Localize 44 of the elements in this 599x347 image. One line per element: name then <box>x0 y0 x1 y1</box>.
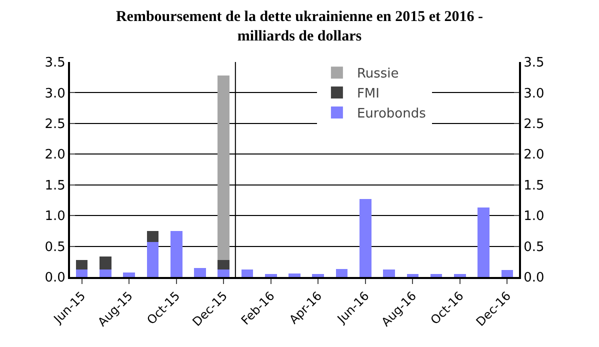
bar <box>264 274 277 277</box>
bar <box>146 230 159 242</box>
bar <box>123 272 135 277</box>
bar <box>454 274 466 277</box>
y-tick-label: 1.0 <box>44 209 66 224</box>
y2-tick-label: 0.0 <box>524 270 544 286</box>
y-tick-label: 0.0 <box>44 270 66 286</box>
bar <box>76 260 88 270</box>
legend-label: Eurobonds <box>356 106 426 122</box>
bar <box>478 208 490 277</box>
bar <box>406 274 419 277</box>
y-tick-label: 3.5 <box>44 56 66 71</box>
y-tick-label: 3.0 <box>44 86 66 102</box>
bar <box>146 242 159 277</box>
bar <box>430 274 442 277</box>
y2-tick-label: 2.5 <box>524 116 544 132</box>
y2-tick-label: 2.0 <box>524 148 544 163</box>
bar <box>288 273 300 277</box>
legend-label: FMI <box>356 86 380 102</box>
bar <box>218 260 230 270</box>
bar <box>76 270 88 277</box>
bar <box>194 268 206 277</box>
y2-tick-label: 1.0 <box>524 209 544 224</box>
bar <box>312 274 324 277</box>
y2-tick-label: 3.5 <box>524 56 544 71</box>
bar <box>359 198 372 277</box>
y2-tick-label: 1.5 <box>524 178 544 194</box>
y-tick-label: 2.5 <box>44 116 66 132</box>
bar <box>501 270 514 277</box>
bar <box>218 76 230 260</box>
legend-label: Russie <box>356 66 399 82</box>
bar <box>100 270 112 277</box>
bar <box>383 270 395 277</box>
bar <box>100 256 112 270</box>
y-tick-label: 0.5 <box>44 240 66 255</box>
y2-tick-label: 0.5 <box>524 240 544 255</box>
chart-title: Remboursement de la dette ukrainienne en 2015 et 2016 - milliards de dollars <box>116 8 484 44</box>
bar <box>336 269 348 277</box>
y2-tick-label: 3.0 <box>524 86 544 102</box>
bar <box>218 270 230 277</box>
y-tick-label: 2.0 <box>44 148 66 163</box>
bar <box>170 230 182 277</box>
bar <box>241 270 254 277</box>
y-tick-label: 1.5 <box>44 178 66 194</box>
